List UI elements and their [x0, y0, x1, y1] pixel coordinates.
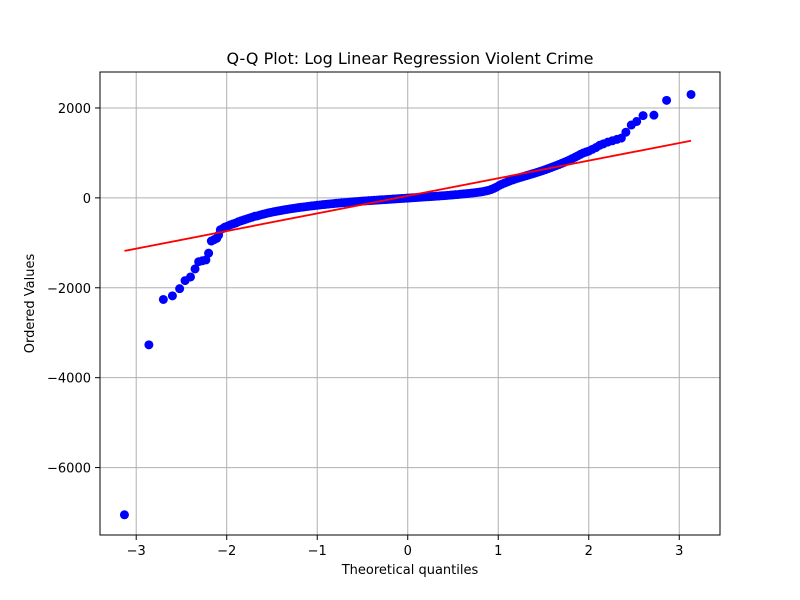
data-point [686, 89, 696, 99]
fit-line-layer [124, 139, 692, 252]
fit-line [124, 139, 692, 252]
data-point [201, 255, 211, 265]
data-point [167, 291, 177, 301]
y-tick-label: 2000 [58, 102, 91, 117]
x-tick-label: −1 [308, 544, 327, 559]
data-point [190, 264, 200, 274]
x-tick-label: −2 [217, 544, 236, 559]
chart-title: Q-Q Plot: Log Linear Regression Violent … [226, 49, 593, 68]
x-tick-label: −3 [127, 544, 146, 559]
y-tick-label: −2000 [47, 282, 91, 297]
y-tick-label: 0 [83, 192, 91, 207]
data-points [119, 89, 696, 520]
data-point [204, 248, 214, 258]
plot-frame [99, 71, 721, 536]
data-point [638, 111, 648, 121]
data-point [144, 340, 154, 350]
data-point [621, 127, 631, 137]
data-point [649, 110, 659, 120]
x-tick-label: 1 [494, 544, 502, 559]
y-axis-label: Ordered Values [23, 254, 38, 354]
y-axis-ticks: −6000 −4000 −2000 0 2000 [47, 102, 100, 477]
data-point [662, 95, 672, 105]
x-axis-label: Theoretical quantiles [341, 563, 479, 578]
data-point [632, 116, 642, 126]
y-tick-label: −4000 [47, 372, 91, 387]
data-point [175, 284, 185, 294]
x-tick-label: 0 [404, 544, 412, 559]
x-axis-ticks: −3 −2 −1 0 1 2 3 [127, 535, 683, 559]
data-point [119, 510, 129, 520]
data-point [186, 272, 196, 282]
x-tick-label: 2 [585, 544, 593, 559]
y-tick-label: −6000 [47, 462, 91, 477]
x-tick-label: 3 [675, 544, 683, 559]
data-point [158, 294, 168, 304]
